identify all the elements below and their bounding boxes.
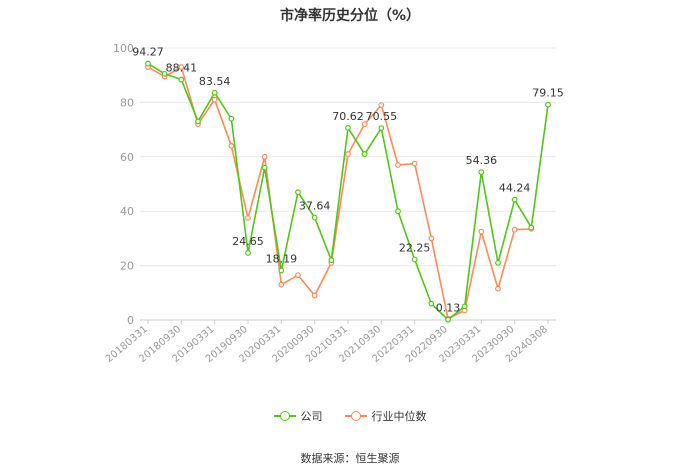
data-point-industry xyxy=(378,102,385,109)
data-point-company xyxy=(195,118,201,125)
data-label: 22.25 xyxy=(399,241,431,254)
data-point-industry xyxy=(478,228,485,235)
data-label: 0.13 xyxy=(436,302,461,315)
data-point-company xyxy=(411,256,418,263)
data-point-industry xyxy=(178,64,185,70)
data-label: 79.15 xyxy=(532,87,564,100)
data-point-company xyxy=(445,316,451,323)
data-point-industry xyxy=(361,121,368,128)
y-tick-label: 20 xyxy=(120,260,134,273)
data-point-company xyxy=(211,89,218,96)
data-point-industry xyxy=(261,153,268,160)
legend: 公司 行业中位数 xyxy=(0,408,700,424)
data-point-company xyxy=(145,60,151,67)
data-label: 44.24 xyxy=(499,182,531,195)
data-label: 88.41 xyxy=(166,62,198,75)
data-point-industry xyxy=(411,160,418,167)
data-label: 18.19 xyxy=(266,253,298,266)
data-point-company xyxy=(395,208,401,215)
data-point-company xyxy=(295,189,301,196)
data-point-industry xyxy=(211,96,218,103)
data-point-company xyxy=(161,70,168,77)
data-point-company xyxy=(278,267,285,274)
y-tick-label: 40 xyxy=(120,205,134,218)
legend-item-industry[interactable]: 行业中位数 xyxy=(344,408,427,424)
legend-item-company[interactable]: 公司 xyxy=(273,408,323,424)
data-point-company xyxy=(428,300,435,307)
y-tick-label: 80 xyxy=(120,96,134,109)
y-tick-label: 100 xyxy=(113,42,134,55)
data-point-company xyxy=(378,125,385,132)
data-point-industry xyxy=(428,235,435,242)
data-point-company xyxy=(495,259,501,266)
data-point-company xyxy=(245,250,251,256)
data-point-company xyxy=(328,257,335,264)
data-point-company xyxy=(511,196,518,203)
legend-company-swatch xyxy=(273,411,296,421)
data-point-industry xyxy=(511,226,518,233)
data-label: 54.36 xyxy=(466,154,498,167)
data-label: 94.27 xyxy=(132,46,164,59)
legend-industry-label: 行业中位数 xyxy=(371,410,427,423)
data-label: 37.64 xyxy=(299,200,331,213)
data-label: 70.55 xyxy=(366,110,398,123)
data-point-industry xyxy=(395,162,401,168)
data-point-company xyxy=(478,169,485,176)
chart-title: 市净率历史分位（%） xyxy=(279,8,421,24)
data-label: 83.54 xyxy=(199,75,231,88)
data-point-company xyxy=(361,151,368,157)
data-label: 24.65 xyxy=(232,235,264,248)
y-tick-label: 60 xyxy=(120,151,134,164)
data-source: 数据来源：恒生聚源 xyxy=(300,452,400,465)
line-chart: 0204060801002018033120180930201903312019… xyxy=(104,42,564,365)
data-point-industry xyxy=(295,272,301,279)
y-tick-label: 0 xyxy=(127,314,134,327)
data-point-company xyxy=(178,76,185,83)
data-point-company xyxy=(545,101,551,108)
legend-company-label: 公司 xyxy=(300,410,323,423)
data-point-company xyxy=(228,115,235,122)
data-point-company xyxy=(528,224,535,231)
data-point-industry xyxy=(245,215,251,221)
data-point-company xyxy=(461,303,468,310)
data-point-industry xyxy=(495,285,501,292)
data-point-company xyxy=(345,125,351,131)
data-point-company xyxy=(261,164,268,171)
legend-industry-swatch xyxy=(344,411,367,421)
data-point-industry xyxy=(311,292,318,299)
data-point-industry xyxy=(278,281,285,288)
data-label: 70.62 xyxy=(332,110,364,123)
data-point-industry xyxy=(228,143,235,149)
data-point-industry xyxy=(345,151,351,157)
data-point-company xyxy=(311,214,318,221)
series-line-industry xyxy=(147,65,532,320)
